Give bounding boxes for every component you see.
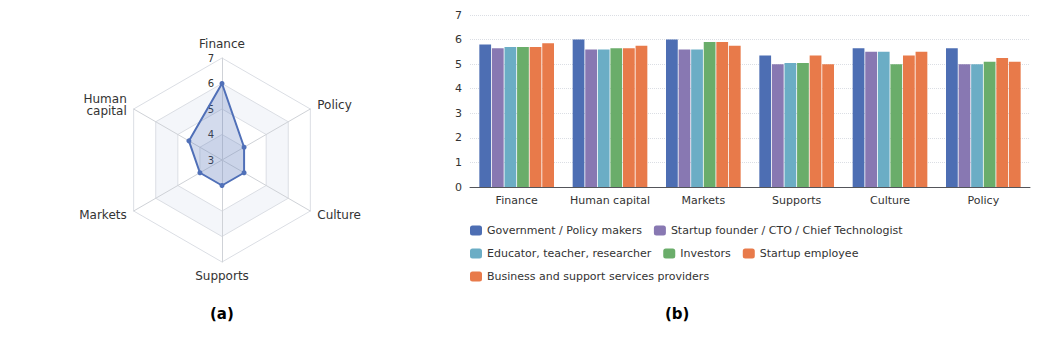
svg-text:7: 7: [455, 9, 462, 22]
svg-text:Policy: Policy: [968, 194, 1000, 207]
svg-text:4: 4: [455, 82, 462, 95]
svg-text:Finance: Finance: [496, 194, 538, 207]
svg-text:Policy: Policy: [317, 98, 352, 112]
svg-text:0: 0: [455, 181, 462, 194]
svg-text:Culture: Culture: [317, 208, 361, 222]
svg-text:Markets: Markets: [682, 194, 726, 207]
svg-text:Finance: Finance: [199, 37, 245, 51]
svg-text:6: 6: [208, 78, 214, 89]
svg-text:Culture: Culture: [870, 194, 910, 207]
svg-text:Supports: Supports: [195, 269, 249, 283]
svg-text:3: 3: [455, 107, 462, 120]
svg-text:capital: capital: [86, 104, 126, 118]
svg-text:Government / Policy makers: Government / Policy makers: [487, 224, 642, 237]
svg-text:Startup founder / CTO / Chief: Startup founder / CTO / Chief Technologi…: [671, 224, 903, 237]
svg-text:Educator, teacher, researcher: Educator, teacher, researcher: [487, 247, 652, 260]
svg-text:Human: Human: [83, 92, 127, 106]
svg-text:6: 6: [455, 33, 462, 46]
svg-text:Markets: Markets: [79, 208, 127, 222]
svg-text:1: 1: [455, 156, 462, 169]
svg-text:Startup employee: Startup employee: [760, 247, 859, 260]
svg-text:2: 2: [455, 131, 462, 144]
svg-text:5: 5: [455, 58, 462, 71]
svg-text:Investors: Investors: [680, 247, 731, 260]
svg-text:(b): (b): [665, 305, 689, 323]
svg-text:(a): (a): [210, 305, 234, 323]
svg-text:Supports: Supports: [772, 194, 821, 207]
svg-text:Business and support services: Business and support services providers: [487, 270, 709, 283]
svg-text:Human capital: Human capital: [570, 194, 650, 207]
svg-text:7: 7: [208, 53, 214, 64]
